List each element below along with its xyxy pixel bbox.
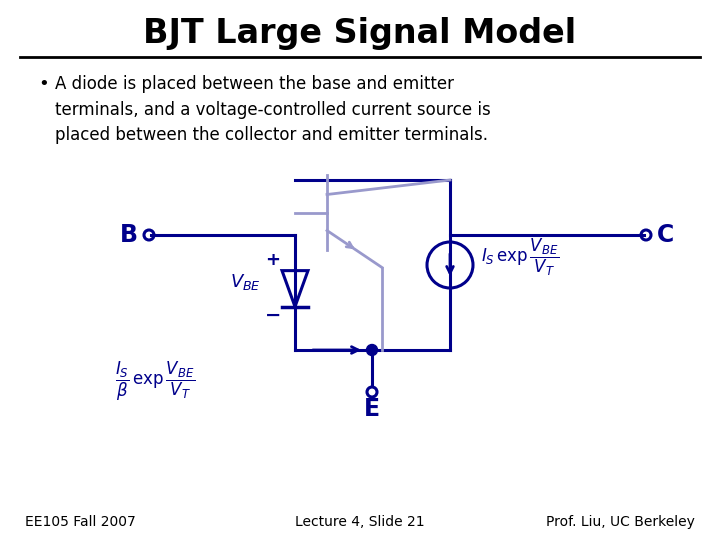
- Text: E: E: [364, 397, 380, 421]
- Text: −: −: [265, 306, 282, 325]
- Text: A diode is placed between the base and emitter
terminals, and a voltage-controll: A diode is placed between the base and e…: [55, 75, 491, 144]
- Text: $I_S\,\mathrm{exp}\,\dfrac{V_{BE}}{V_T}$: $I_S\,\mathrm{exp}\,\dfrac{V_{BE}}{V_T}$: [481, 237, 559, 278]
- Text: B: B: [120, 223, 138, 247]
- Text: •: •: [38, 75, 49, 93]
- Circle shape: [366, 345, 377, 355]
- Text: BJT Large Signal Model: BJT Large Signal Model: [143, 17, 577, 50]
- Text: C: C: [657, 223, 675, 247]
- Text: EE105 Fall 2007: EE105 Fall 2007: [25, 515, 136, 529]
- Text: Lecture 4, Slide 21: Lecture 4, Slide 21: [295, 515, 425, 529]
- Text: +: +: [266, 251, 281, 269]
- Text: Prof. Liu, UC Berkeley: Prof. Liu, UC Berkeley: [546, 515, 695, 529]
- Text: $\dfrac{I_S}{\beta}\,\mathrm{exp}\,\dfrac{V_{BE}}{V_T}$: $\dfrac{I_S}{\beta}\,\mathrm{exp}\,\dfra…: [115, 360, 195, 403]
- Text: $V_{BE}$: $V_{BE}$: [230, 273, 261, 293]
